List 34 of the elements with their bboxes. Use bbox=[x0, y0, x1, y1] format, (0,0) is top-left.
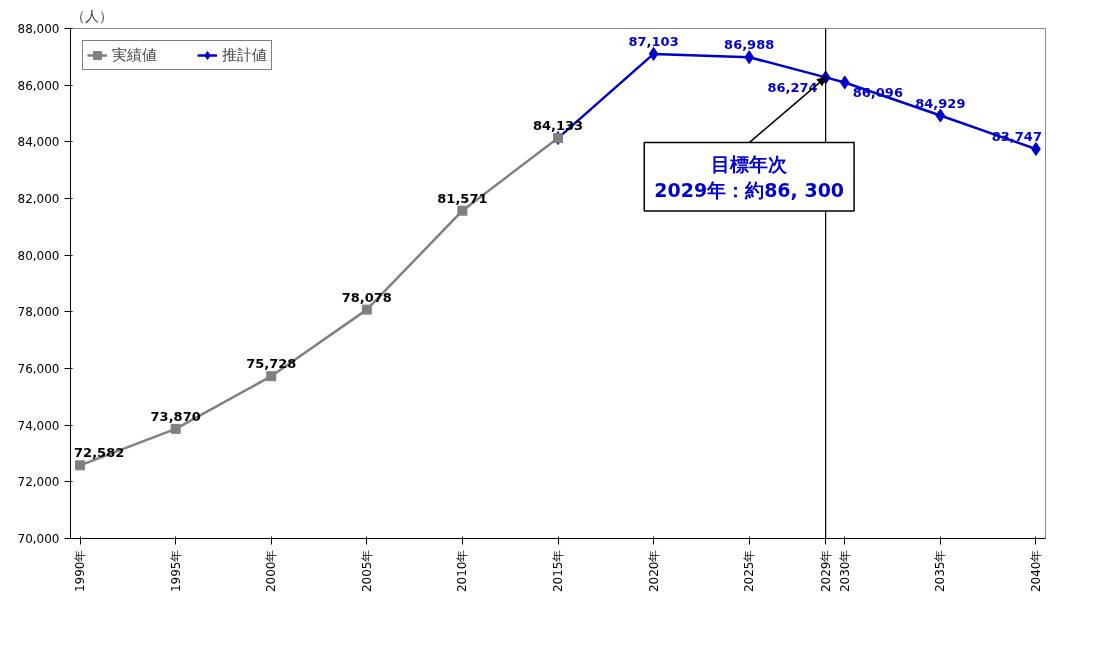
x-tick-label: 2035年 bbox=[933, 549, 948, 593]
data-label: 75,728 bbox=[246, 356, 297, 372]
y-tick-label: 84,000 bbox=[17, 135, 60, 150]
data-label: 86,988 bbox=[724, 37, 775, 53]
x-tick-label: 2015年 bbox=[551, 549, 565, 593]
x-tick-label: 2025年 bbox=[742, 549, 757, 593]
data-label: 72,582 bbox=[74, 445, 125, 461]
data-label: 81,571 bbox=[437, 190, 488, 206]
data-label: 87,103 bbox=[628, 33, 679, 49]
x-tick-label: 2010年 bbox=[455, 549, 470, 593]
legend-label: 実績値 bbox=[112, 45, 157, 65]
y-tick-label: 72,000 bbox=[17, 475, 60, 490]
data-label: 73,870 bbox=[150, 408, 201, 424]
annotation: 目標年次 2029年：約86, 300 bbox=[654, 152, 845, 201]
x-tick-label: 2020年 bbox=[646, 549, 661, 593]
y-axis-title: （人） bbox=[70, 7, 113, 24]
y-tick-label: 76,000 bbox=[17, 362, 60, 376]
x-tick-label: 2030年 bbox=[837, 549, 852, 593]
legend-label: 推計値 bbox=[222, 45, 267, 65]
y-tick-label: 80,000 bbox=[17, 248, 60, 263]
x-tick-label: 1995年 bbox=[168, 549, 183, 593]
x-tick-label: 2000年 bbox=[264, 549, 279, 593]
data-label: 78,078 bbox=[341, 289, 392, 305]
x-tick-label: 2005年 bbox=[359, 549, 374, 593]
x-tick-label: 2040年 bbox=[1028, 549, 1043, 593]
y-tick-label: 86,000 bbox=[17, 78, 60, 93]
data-label: 84,929 bbox=[915, 95, 966, 111]
y-tick-label: 78,000 bbox=[17, 305, 60, 320]
y-tick-label: 88,000 bbox=[17, 22, 60, 36]
y-tick-label: 74,000 bbox=[17, 418, 60, 433]
x-tick-label: 1990年 bbox=[73, 549, 88, 593]
y-tick-label: 70,000 bbox=[17, 532, 60, 546]
x-tick-label: 2029年 bbox=[818, 549, 833, 593]
y-tick-label: 82,000 bbox=[17, 192, 60, 206]
